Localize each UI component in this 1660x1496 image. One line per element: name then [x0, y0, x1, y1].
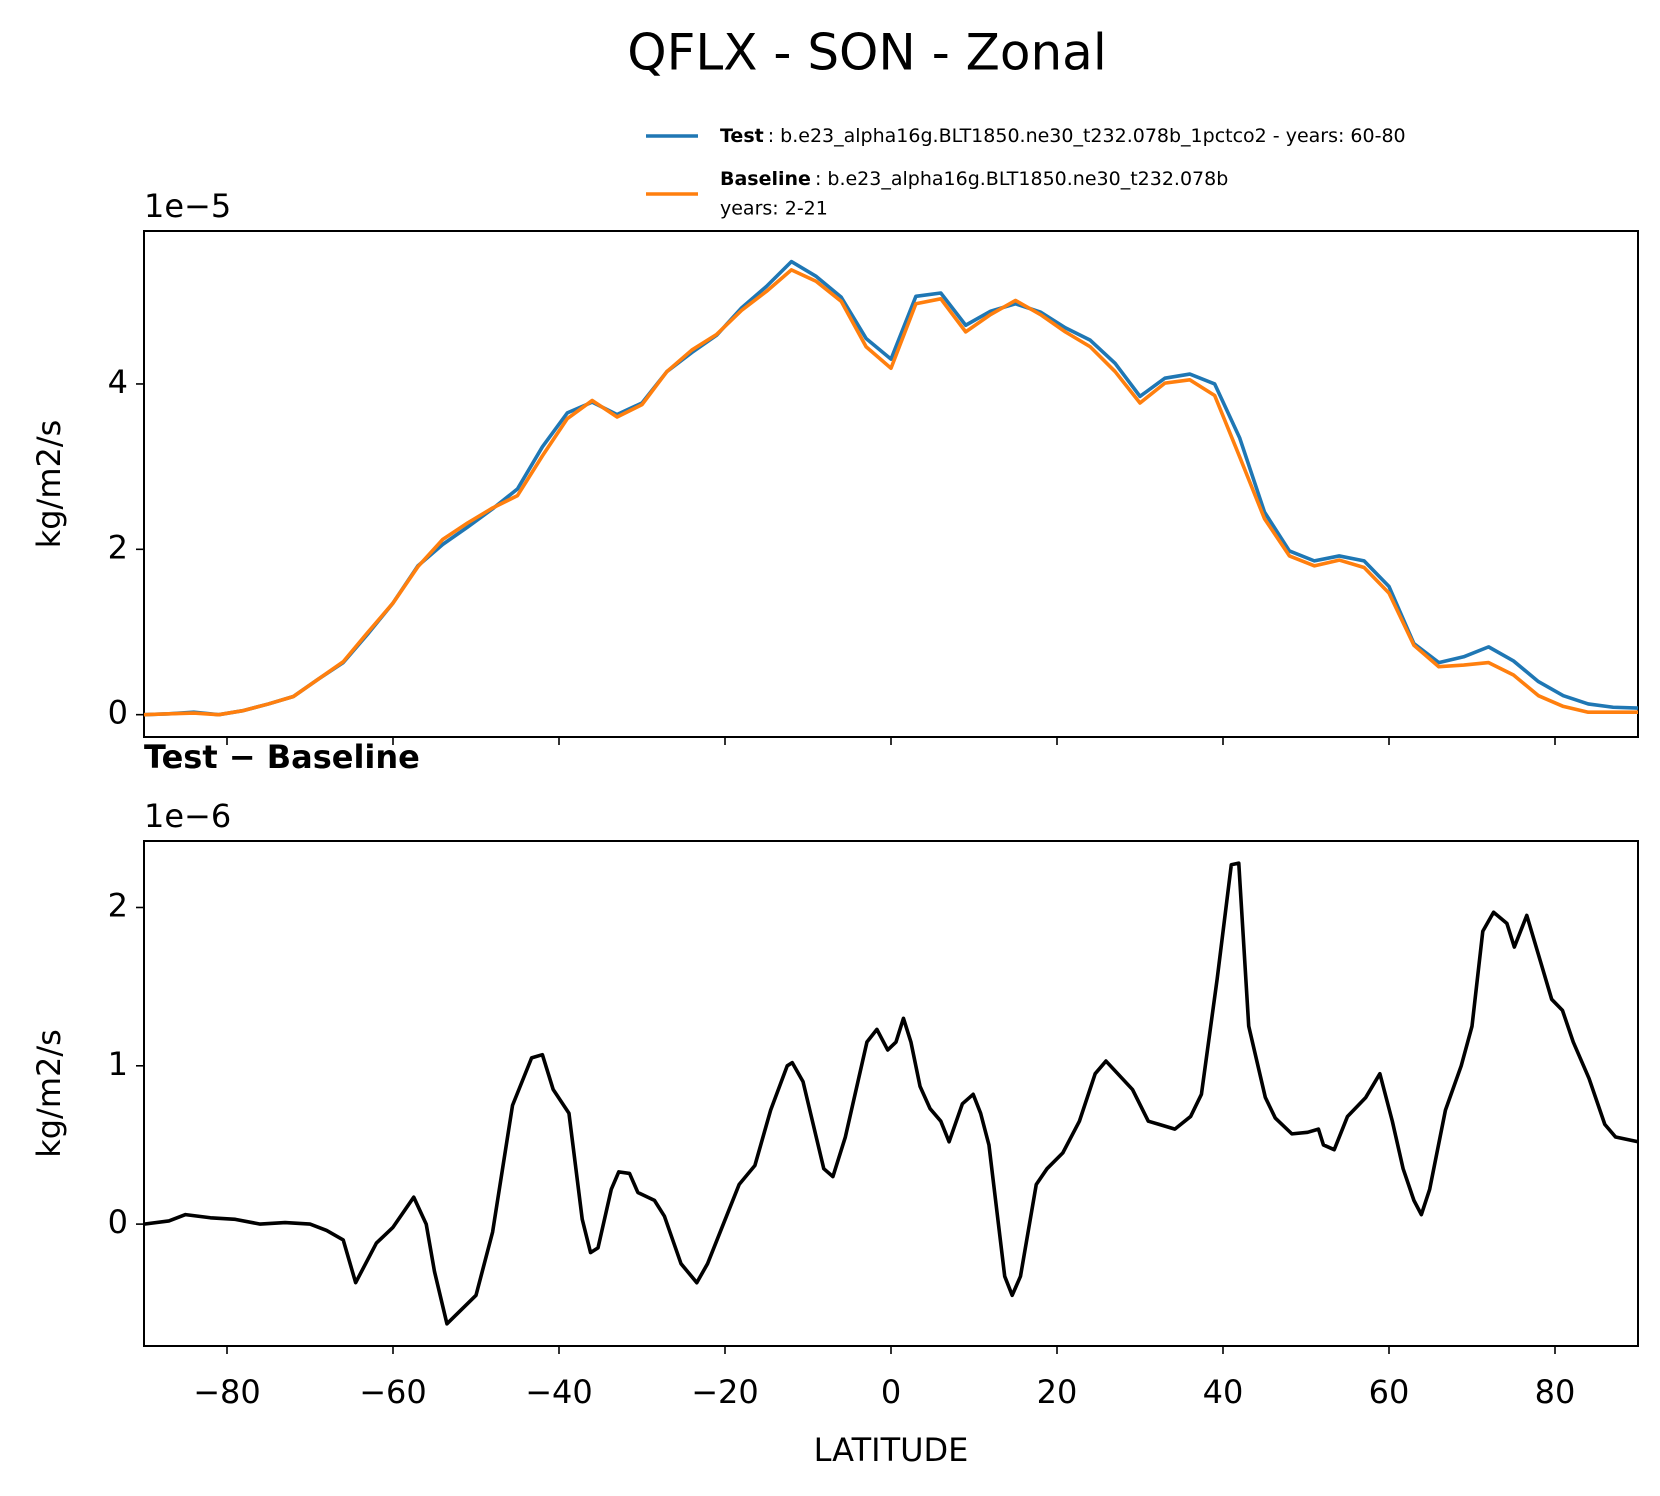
x-tick-label: 60: [1369, 1373, 1410, 1411]
x-tick-label: 40: [1203, 1373, 1244, 1411]
y-tick-label: 1: [108, 1045, 128, 1083]
legend-entry: Test: b.e23_alpha16g.BLT1850.ne30_t232.0…: [720, 125, 1406, 147]
x-tick-label: −60: [359, 1373, 427, 1411]
offset-label: 1e−5: [144, 187, 231, 225]
axes-frame: [143, 840, 1639, 1347]
y-tick-label: 0: [108, 1203, 128, 1241]
panel-title: Test − Baseline: [144, 738, 420, 776]
y-tick-label: 2: [108, 528, 128, 566]
x-tick-label: 20: [1037, 1373, 1078, 1411]
y-axis-label: kg/m2/s: [30, 1029, 68, 1158]
y-axis-label: kg/m2/s: [30, 420, 68, 549]
x-tick-label: 0: [881, 1373, 901, 1411]
legend-name: Baseline: [720, 168, 811, 190]
x-axis-label: LATITUDE: [814, 1431, 969, 1469]
legend-name: Test: [720, 125, 764, 147]
figure-title: QFLX - SON - Zonal: [627, 24, 1106, 82]
x-tick-label: 80: [1535, 1373, 1576, 1411]
x-tick-label: −20: [691, 1373, 759, 1411]
legend-detail: : b.e23_alpha16g.BLT1850.ne30_t232.078b: [815, 168, 1228, 190]
legend-detail: years: 2-21: [720, 198, 828, 220]
legend-detail: : b.e23_alpha16g.BLT1850.ne30_t232.078b_…: [768, 125, 1406, 147]
offset-label: 1e−6: [144, 797, 231, 835]
legend-entry: Baseline: b.e23_alpha16g.BLT1850.ne30_t2…: [720, 168, 1228, 190]
axes-frame: [143, 230, 1639, 738]
x-tick-label: −80: [193, 1373, 261, 1411]
y-tick-label: 2: [108, 886, 128, 924]
y-tick-label: 4: [108, 363, 128, 401]
y-tick-label: 0: [108, 694, 128, 732]
data-line: [143, 268, 1638, 717]
data-line: [143, 861, 1639, 1326]
x-tick-label: −40: [525, 1373, 593, 1411]
